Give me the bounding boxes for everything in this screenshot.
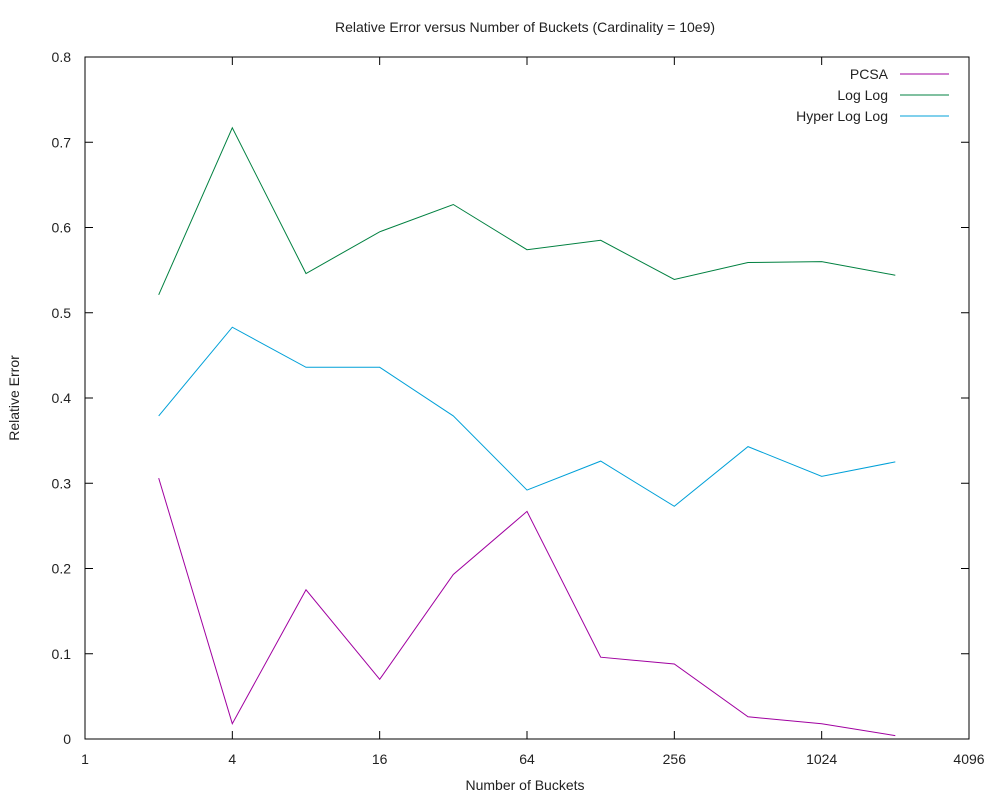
x-tick-label: 1 — [81, 751, 89, 767]
y-tick-label: 0.2 — [52, 561, 72, 577]
series-line-hyper-log-log — [158, 326, 896, 507]
axis-ticks: 0 0.1 0.2 0.3 0.4 0.5 0.6 0.7 0.8 1 4 16 64 256 1024 40… — [52, 49, 985, 767]
x-tick-label: 64 — [519, 751, 535, 767]
y-tick-label: 0.5 — [52, 305, 72, 321]
series-lines — [158, 126, 896, 737]
y-tick-label: 0 — [63, 731, 71, 747]
y-tick-label: 0.1 — [52, 646, 72, 662]
plot-frame — [84, 56, 970, 740]
y-tick-label: 0.3 — [52, 475, 72, 491]
legend-label-log-log: Log Log — [837, 87, 888, 103]
x-tick-label: 4 — [228, 751, 236, 767]
x-tick-label: 1024 — [806, 751, 837, 767]
series-line-log-log — [158, 126, 896, 296]
legend: PCSA Log Log Hyper Log Log — [796, 66, 949, 124]
x-tick-label: 16 — [372, 751, 388, 767]
chart-title: Relative Error versus Number of Buckets … — [335, 19, 715, 35]
x-axis-label: Number of Buckets — [465, 777, 584, 793]
x-tick-label: 256 — [663, 751, 687, 767]
y-tick-label: 0.4 — [52, 390, 72, 406]
legend-label-pcsa: PCSA — [850, 66, 889, 82]
legend-label-hyper-log-log: Hyper Log Log — [796, 108, 888, 124]
y-tick-label: 0.8 — [52, 49, 72, 65]
x-tick-label: 4096 — [953, 751, 984, 767]
y-axis-label: Relative Error — [6, 355, 22, 441]
y-tick-label: 0.7 — [52, 134, 72, 150]
series-line-pcsa — [158, 477, 896, 737]
y-tick-label: 0.6 — [52, 220, 72, 236]
